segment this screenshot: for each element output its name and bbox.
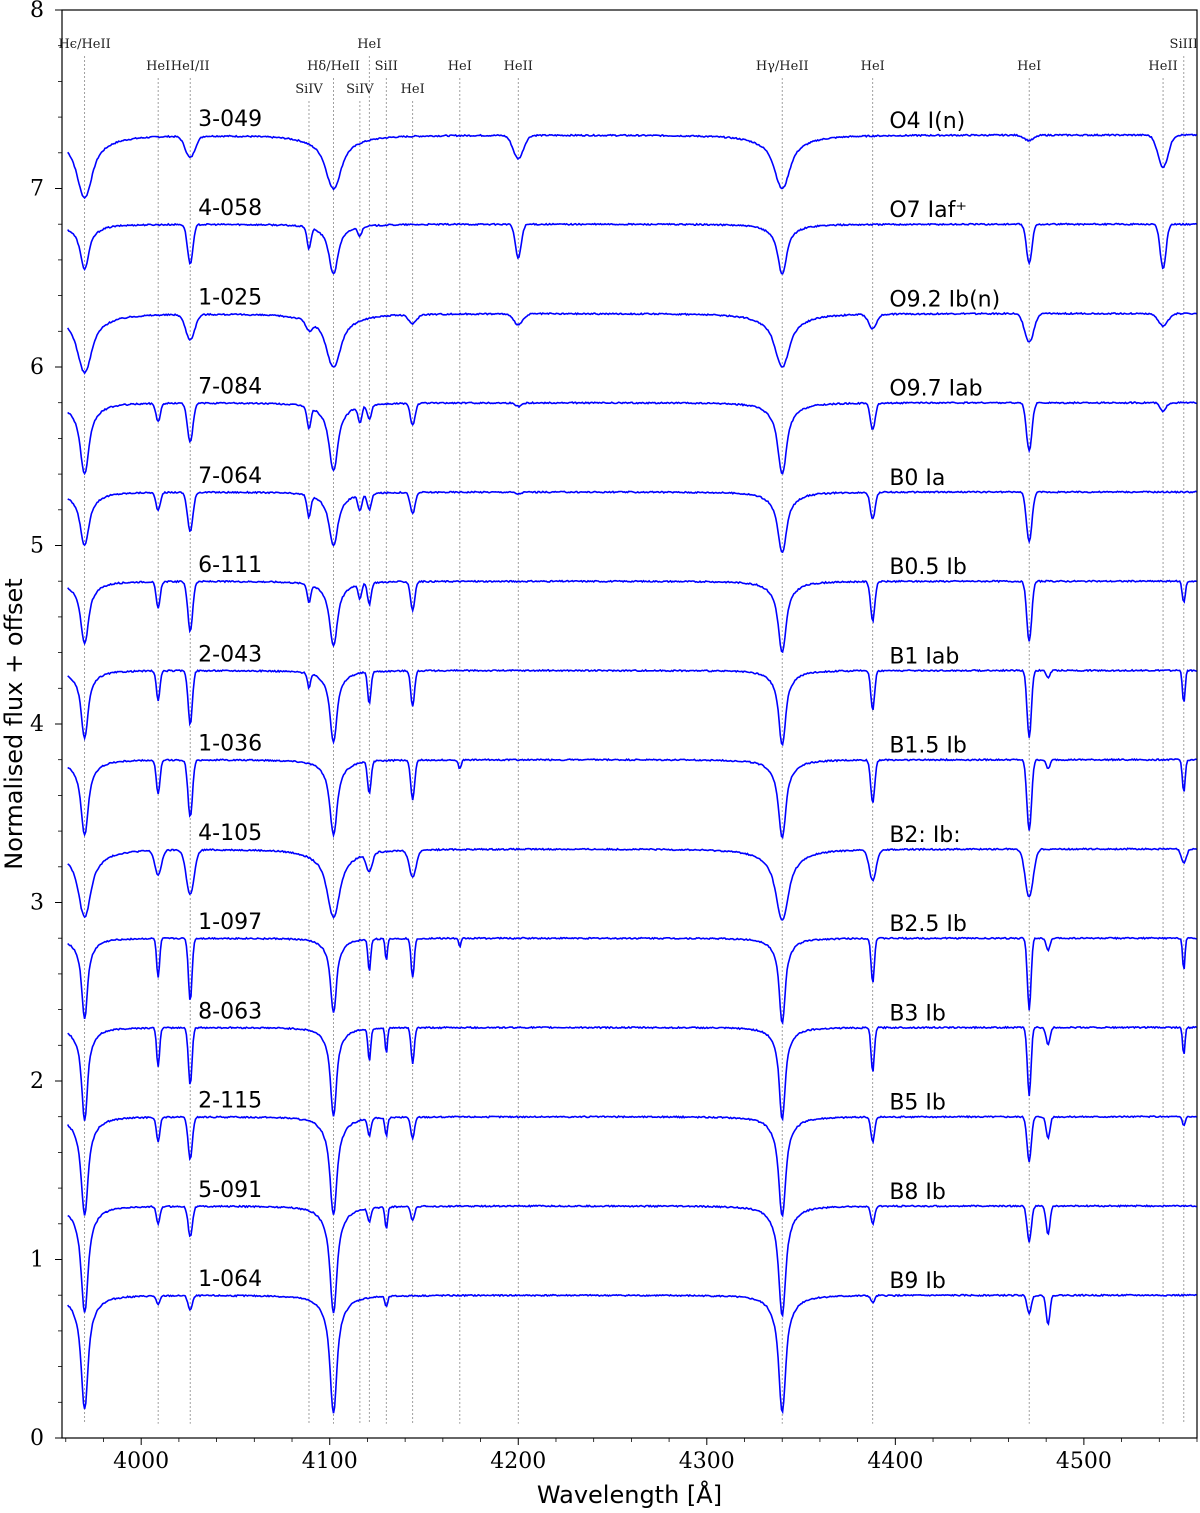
spectral-type-label: B5 Ib: [889, 1091, 946, 1116]
line-marker-label: HeI: [861, 59, 885, 74]
x-tick-label: 4500: [1056, 1449, 1112, 1474]
star-id-label: 5-091: [198, 1178, 262, 1203]
spectrum-line: [67, 1293, 1197, 1415]
y-tick-label: 3: [30, 891, 44, 916]
spectral-type-label: O9.2 Ib(n): [889, 287, 1000, 312]
spectra-series: 3-049 O4 I(n) 4-058 O7 Iaf⁺ 1-025 O9.2 Ib(n) 7…: [66, 107, 1198, 1415]
spectral-type-label: B3 Ib: [889, 1001, 946, 1026]
line-marker-label: SiIV: [346, 82, 374, 97]
spectrum-line: [67, 847, 1197, 921]
line-marker-label: SiII: [375, 59, 398, 74]
line-marker-label: Hδ/HeII: [307, 59, 360, 74]
line-marker-label: Hϵ/HeII: [58, 37, 110, 52]
star-id-label: 2-043: [198, 642, 262, 667]
star-id-label: 1-064: [198, 1267, 262, 1292]
line-marker-label: SiIV: [295, 82, 323, 97]
y-tick-label: 6: [30, 355, 44, 380]
line-marker-label: HeI: [146, 59, 170, 74]
spectral-type-label: B9 Ib: [889, 1269, 946, 1294]
spectrum-line: [67, 490, 1197, 554]
spectrum-line: [66, 1114, 1197, 1218]
x-axis-title: Wavelength [Å]: [537, 1480, 722, 1509]
spectrum-line: [67, 757, 1197, 839]
star-id-label: 4-058: [198, 196, 262, 221]
y-tick-label: 5: [30, 534, 44, 559]
line-marker-label: SiIII: [1170, 37, 1198, 52]
line-marker-label: HeI: [401, 82, 425, 97]
spectral-type-label: B0 Ia: [889, 466, 945, 491]
spectral-type-label: B2.5 Ib: [889, 912, 967, 937]
spectral-type-label: B1.5 Ib: [889, 734, 967, 759]
star-id-label: 7-084: [198, 375, 262, 400]
spectrum-line: [67, 222, 1197, 275]
star-id-label: 1-036: [198, 732, 262, 757]
axes: 4000 4100 4200 4300 4400 4500 0 1 2 3 4 5 6 7 8: [30, 0, 1198, 1474]
line-marker-label: Hγ/HeII: [756, 59, 809, 74]
y-tick-label: 1: [30, 1248, 44, 1273]
spectral-type-label: B2: Ib:: [889, 823, 960, 848]
x-tick-label: 4000: [113, 1449, 169, 1474]
spectral-type-label: O7 Iaf⁺: [889, 198, 967, 223]
y-tick-label: 2: [30, 1069, 44, 1094]
x-tick-label: 4100: [302, 1449, 358, 1474]
spectrum-line: [67, 1025, 1197, 1122]
spectrum-line: [67, 400, 1197, 476]
x-tick-label: 4200: [490, 1449, 546, 1474]
spectral-type-label: B8 Ib: [889, 1180, 946, 1205]
y-tick-label: 7: [30, 177, 44, 202]
spectral-type-label: B0.5 Ib: [889, 555, 967, 580]
line-marker-label: HeI: [357, 37, 381, 52]
spectrum-line: [67, 1204, 1197, 1318]
star-id-label: 8-063: [198, 999, 262, 1024]
star-id-label: 2-115: [198, 1089, 262, 1114]
spectrum-line: [67, 311, 1197, 375]
y-tick-label: 0: [30, 1426, 44, 1451]
star-id-label: 7-064: [198, 464, 262, 489]
spectrum-line: [67, 936, 1197, 1026]
spectral-type-label: O9.7 Iab: [889, 377, 982, 402]
y-tick-label: 4: [30, 712, 44, 737]
y-axis-title: Normalised flux + offset: [0, 578, 28, 869]
spectrum-line: [67, 133, 1198, 200]
star-id-label: 3-049: [198, 107, 262, 132]
line-marker-label: HeI/II: [171, 59, 210, 74]
x-tick-label: 4400: [867, 1449, 923, 1474]
spectral-type-label: O4 I(n): [889, 109, 965, 134]
star-id-label: 4-105: [198, 821, 262, 846]
x-tick-label: 4300: [679, 1449, 735, 1474]
y-tick-label: 8: [30, 0, 44, 23]
spectral-type-label: B1 Iab: [889, 644, 959, 669]
line-marker-label: HeI: [1017, 59, 1041, 74]
star-id-label: 6-111: [198, 553, 262, 578]
star-id-label: 1-025: [198, 285, 262, 310]
star-id-label: 1-097: [198, 910, 262, 935]
spectrum-line: [67, 668, 1197, 747]
line-marker-label: HeII: [504, 59, 533, 74]
line-marker-label: HeII: [1148, 59, 1177, 74]
line-marker-label: HeI: [448, 59, 472, 74]
spectrum-line: [67, 579, 1197, 654]
